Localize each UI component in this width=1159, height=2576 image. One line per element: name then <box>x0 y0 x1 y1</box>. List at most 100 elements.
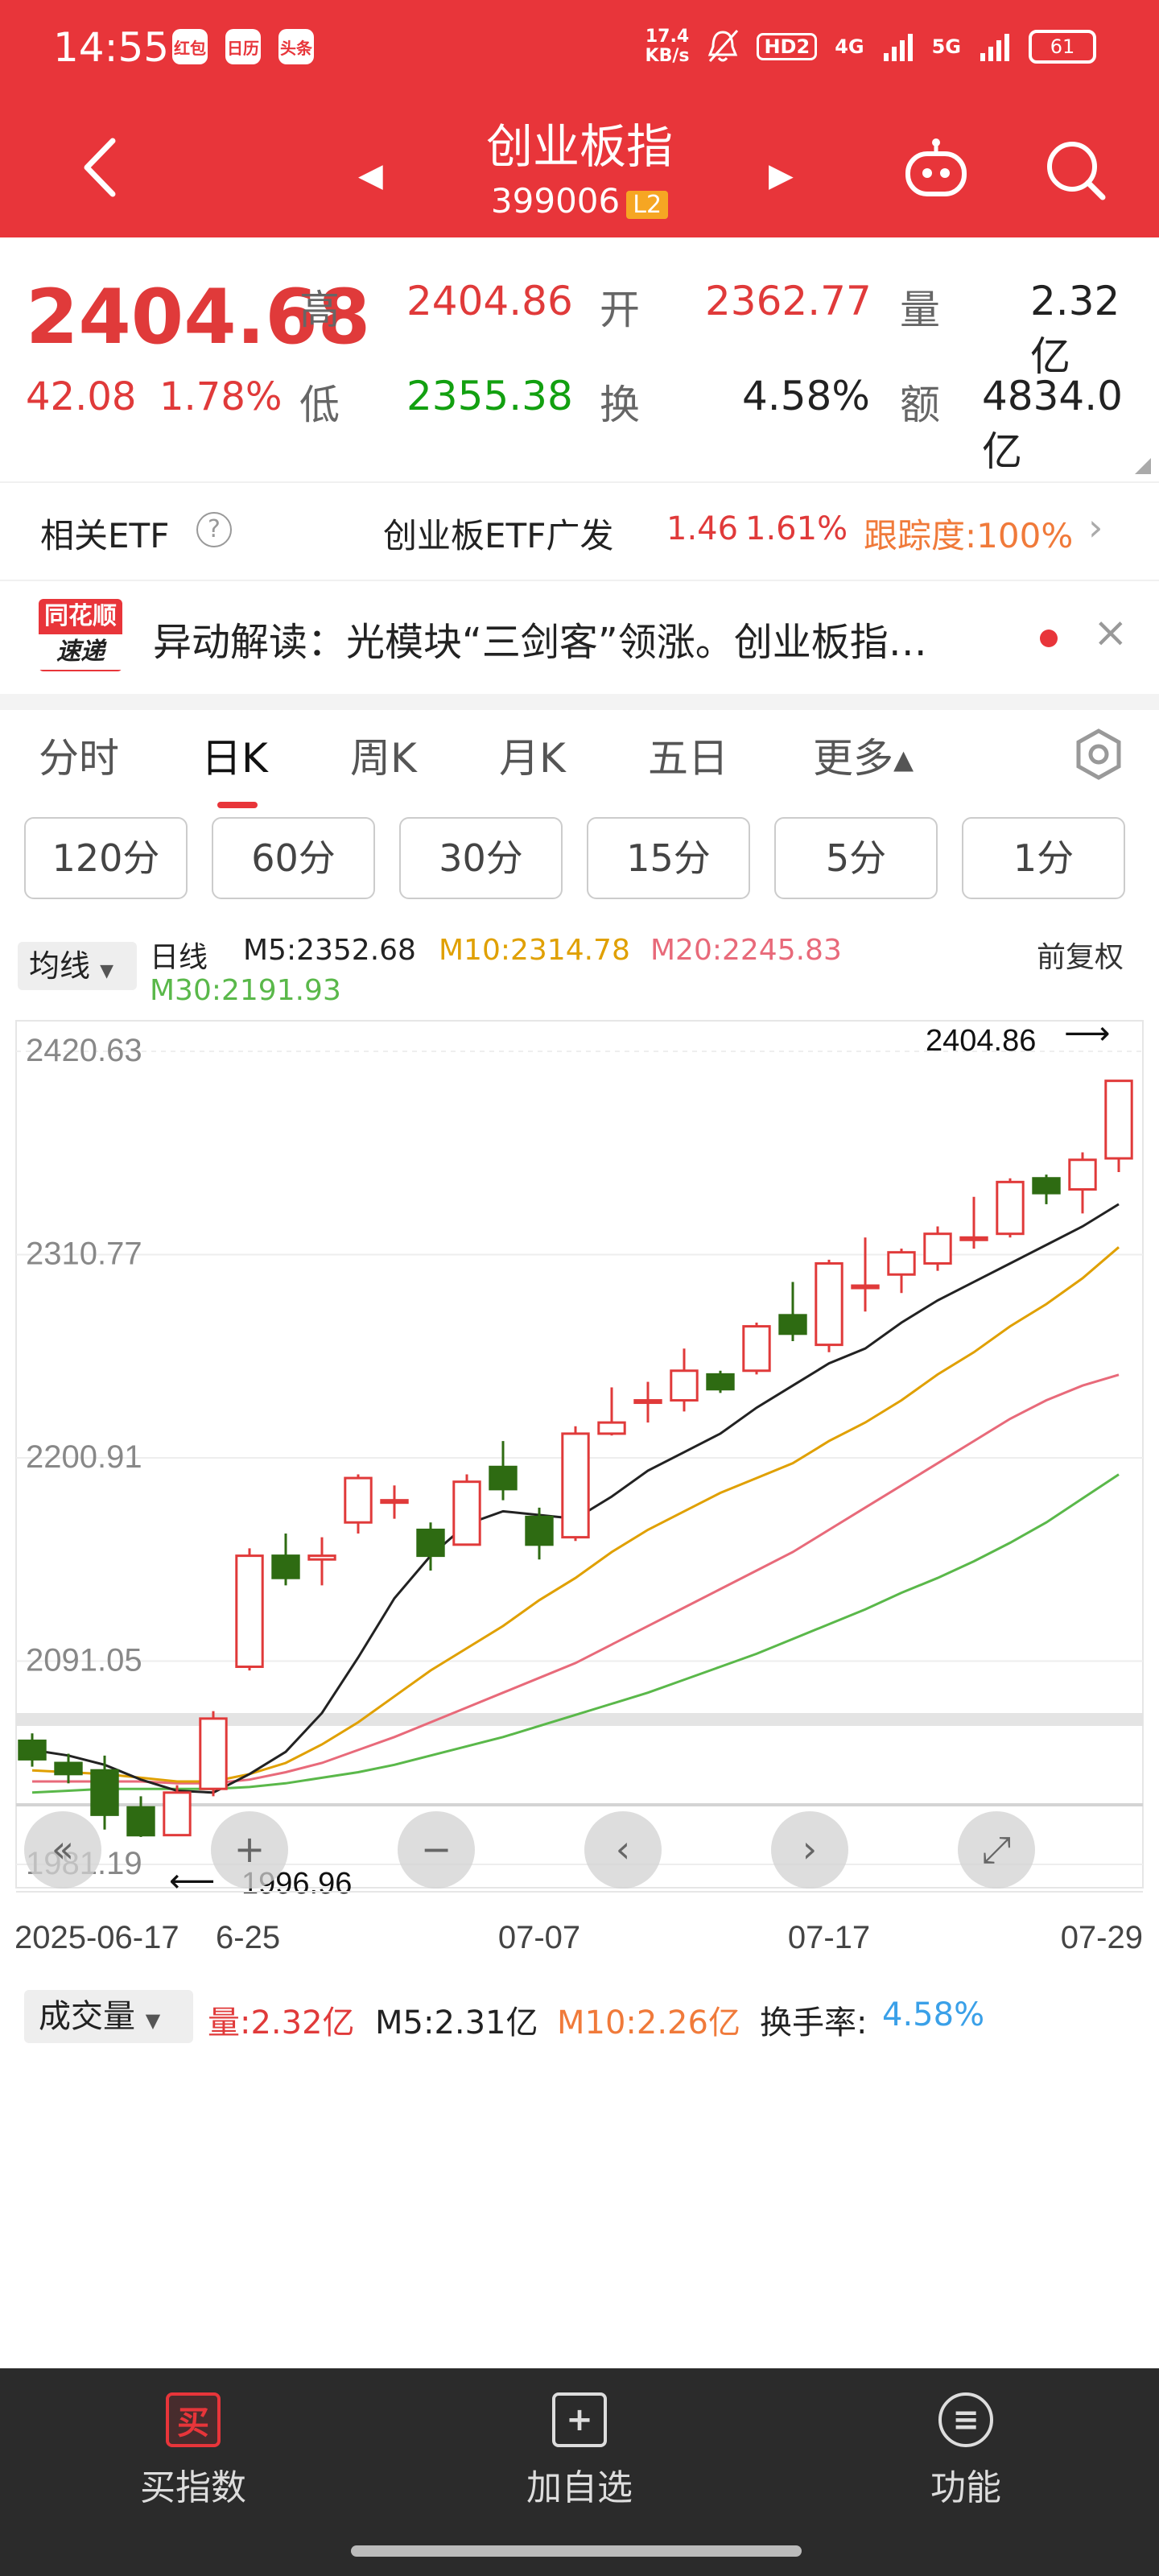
candle-body <box>54 1761 83 1776</box>
zoom-out-button[interactable]: − <box>398 1811 475 1889</box>
volume-label: 量 <box>900 287 940 333</box>
back-arrow-icon[interactable] <box>66 131 138 204</box>
add-label: 加自选 <box>526 2467 633 2508</box>
volume-selector[interactable]: 成交量 ▼ <box>24 1990 193 2043</box>
ma30-value: M30:2191.93 <box>150 974 341 1007</box>
candlestick-chart[interactable]: 2420.632310.772200.912091.051981.192404.… <box>0 1006 1159 1996</box>
high-label: 高 <box>299 287 340 333</box>
related-etf-row[interactable]: 相关ETF ? 创业板ETF广发 1.46 1.61% 跟踪度:100% › <box>0 481 1159 578</box>
settings-hexagon-icon[interactable] <box>1070 726 1127 782</box>
tab-timeshare[interactable]: 分时 <box>39 735 119 782</box>
candle-body <box>489 1465 518 1491</box>
adjust-mode[interactable]: 前复权 <box>1037 941 1124 974</box>
period-5m-button[interactable]: 5分 <box>774 817 938 899</box>
volume-value: 2.32亿 <box>1030 278 1120 380</box>
candle-body <box>778 1314 807 1335</box>
candle-body <box>996 1180 1025 1236</box>
fullscreen-button[interactable]: ⤢ <box>958 1811 1035 1889</box>
y-tick-label: 2310.77 <box>26 1236 142 1272</box>
price-change: 42.08 <box>26 374 137 419</box>
mute-bell-icon <box>708 29 739 63</box>
func-label: 功能 <box>930 2467 1001 2508</box>
open-value: 2362.77 <box>705 278 872 324</box>
scroll-right-button[interactable]: › <box>771 1811 848 1889</box>
search-icon[interactable] <box>1038 133 1111 205</box>
news-row[interactable]: 同花顺 速递 异动解读：光模块“三剑客”领涨。创业板指… × <box>0 580 1159 692</box>
y-tick-label: 2091.05 <box>26 1643 142 1678</box>
zoom-in-button[interactable]: + <box>211 1811 288 1889</box>
rewind-button[interactable]: « <box>24 1811 101 1889</box>
prev-stock-button[interactable]: ◀ <box>358 157 383 194</box>
max-price-label: 2404.86 <box>926 1024 1036 1058</box>
etf-tracking: 跟踪度:100% <box>864 516 1074 555</box>
notification-app-icon: 日历 <box>225 29 261 64</box>
left-arrow-icon: ⟵ <box>169 1863 215 1900</box>
period-30m-button[interactable]: 30分 <box>399 817 563 899</box>
signal-5g-icon: 5G <box>931 35 961 58</box>
y-tick-label: 2420.63 <box>26 1033 142 1068</box>
candle-body <box>163 1791 192 1837</box>
tab-weekly-k[interactable]: 周K <box>350 735 417 782</box>
stock-code: 399006 L2 <box>483 181 676 221</box>
net-speed: 17.4 KB/s <box>645 27 690 66</box>
period-15m-button[interactable]: 15分 <box>587 817 750 899</box>
close-icon[interactable]: × <box>1093 609 1128 657</box>
volume-today: 量:2.32亿 <box>208 2004 355 2041</box>
candle-body <box>235 1554 264 1669</box>
tab-five-day[interactable]: 五日 <box>648 735 728 782</box>
y-tick-label: 2200.91 <box>26 1439 142 1475</box>
level2-badge: L2 <box>626 191 669 219</box>
tab-more[interactable]: 更多▴ <box>813 735 914 782</box>
low-label: 低 <box>299 382 340 428</box>
section-divider <box>0 694 1159 710</box>
candle-body <box>923 1232 952 1265</box>
candle-body <box>887 1251 916 1276</box>
volume-m10: M10:2.26亿 <box>557 2004 740 2041</box>
turnover-rate-value: 4.58% <box>882 1996 985 2033</box>
candle-body <box>851 1284 880 1290</box>
candle-body <box>452 1480 481 1546</box>
turnover-rate-label: 换手率: <box>760 2004 868 2041</box>
chevron-right-icon[interactable]: › <box>1088 506 1103 549</box>
low-value: 2355.38 <box>406 373 573 419</box>
help-icon[interactable]: ? <box>196 512 232 547</box>
etf-pct: 1.61% <box>745 510 848 547</box>
buy-index-button[interactable]: 买 买指数 <box>89 2392 298 2510</box>
price-band <box>16 1803 1143 1806</box>
ma20-value: M20:2245.83 <box>650 934 842 967</box>
candle-body <box>1104 1080 1133 1160</box>
candle-body <box>1068 1158 1097 1191</box>
notification-app-icon: 红包 <box>172 29 208 64</box>
volume-m5: M5:2.31亿 <box>375 2004 538 2041</box>
add-watchlist-button[interactable]: + 加自选 <box>475 2392 684 2510</box>
ma10-value: M10:2314.78 <box>439 934 630 967</box>
news-logo: 同花顺 速递 <box>39 599 122 671</box>
candle-body <box>380 1499 409 1505</box>
signal-bars-icon <box>883 34 913 61</box>
next-stock-button[interactable]: ▶ <box>769 157 794 194</box>
x-tick-label: 07-17 <box>788 1920 870 1955</box>
candle-body <box>959 1236 988 1241</box>
tab-daily-k[interactable]: 日K <box>201 726 268 808</box>
candle-body <box>670 1369 699 1402</box>
period-120m-button[interactable]: 120分 <box>24 817 188 899</box>
etf-name: 创业板ETF广发 <box>383 516 614 555</box>
functions-button[interactable]: ≡ 功能 <box>861 2392 1070 2510</box>
tab-monthly-k[interactable]: 月K <box>499 735 566 782</box>
robot-assistant-icon[interactable] <box>900 134 972 207</box>
x-tick-label: 2025-06-17 <box>14 1920 179 1955</box>
scroll-left-button[interactable]: ‹ <box>584 1811 662 1889</box>
period-1m-button[interactable]: 1分 <box>962 817 1125 899</box>
expand-corner-icon[interactable] <box>1135 458 1151 474</box>
amount-value: 4834.0亿 <box>982 373 1123 475</box>
news-headline[interactable]: 异动解读：光模块“三剑客”领涨。创业板指… <box>153 620 927 665</box>
status-right: 17.4 KB/s HD2 4G 5G 61 <box>645 27 1096 66</box>
quote-panel: 2404.68 42.08 1.78% 高 2404.86 开 2362.77 … <box>0 237 1159 479</box>
hd-badge: HD2 <box>757 33 818 60</box>
ma-selector[interactable]: 均线 ▼ <box>18 942 137 990</box>
etf-label: 相关ETF <box>40 516 170 555</box>
status-app-icons: 红包 日历 头条 <box>172 29 314 64</box>
candle-body <box>18 1739 47 1761</box>
candle-body <box>815 1261 843 1347</box>
period-60m-button[interactable]: 60分 <box>212 817 375 899</box>
